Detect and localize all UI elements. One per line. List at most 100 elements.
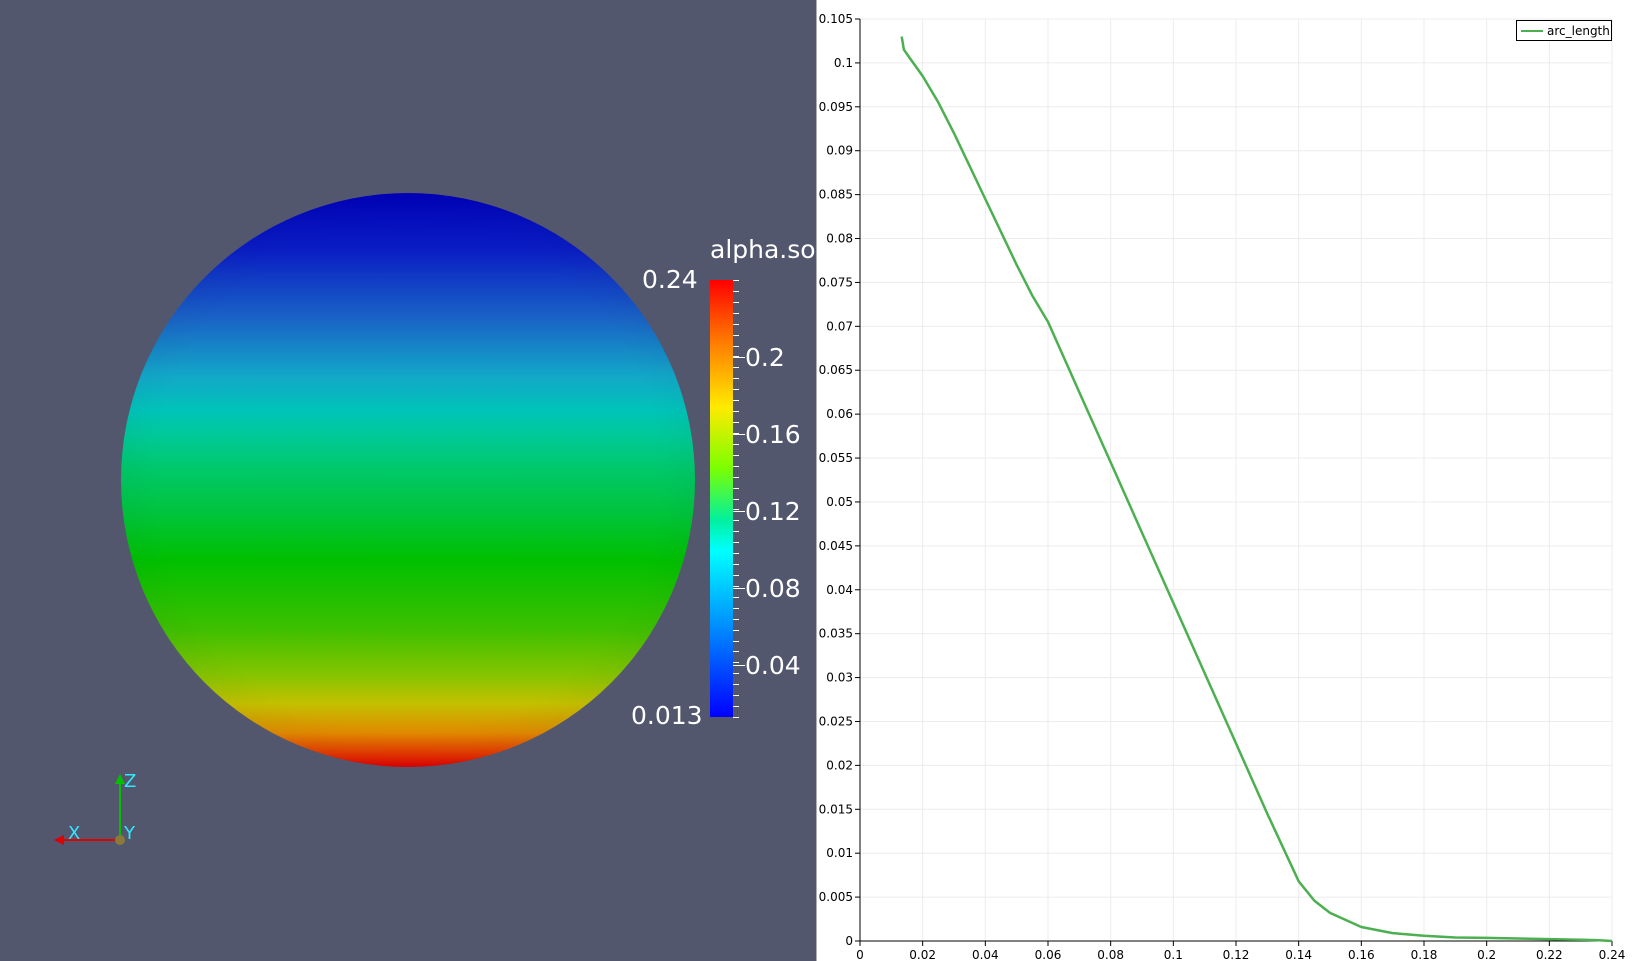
y-tick-label: 0.09: [826, 144, 853, 158]
colorbar-minor-tick: [733, 542, 739, 544]
y-tick-label: 0.03: [826, 671, 853, 685]
chart-axes: [855, 18, 1613, 946]
y-tick-label: 0.045: [819, 539, 853, 553]
colorbar-minor-tick: [733, 411, 739, 413]
y-tick-label: 0.05: [826, 495, 853, 509]
colorbar-minor-tick: [733, 509, 739, 511]
colorbar-minor-tick: [733, 378, 739, 380]
colorbar-minor-tick: [733, 345, 739, 347]
colorbar-minor-tick: [733, 629, 739, 631]
y-tick-label: 0.02: [826, 758, 853, 772]
chart-series: [900, 36, 1613, 943]
orientation-axes: X Y Z: [54, 771, 136, 845]
colorbar-minor-tick: [733, 334, 739, 336]
colorbar-major-tick: [733, 434, 745, 435]
view-divider[interactable]: [816, 0, 817, 961]
line-chart-view[interactable]: 0 0.02 0.04 0.06 0.08 0.1 0.12 0.14 0.16 0.18 0.2 0…: [817, 0, 1632, 961]
colorbar-minor-tick: [733, 400, 739, 402]
colorbar-minor-tick: [733, 706, 739, 708]
colorbar-minor-tick: [733, 301, 739, 303]
y-tick-label: 0.08: [826, 232, 853, 246]
chart-grid: [859, 18, 1613, 942]
y-tick-label: 0.025: [819, 714, 853, 728]
x-tick-label: 0.16: [1348, 948, 1375, 961]
colorbar-major-tick: [733, 588, 745, 590]
colorbar-minor-tick: [733, 520, 739, 522]
colorbar-tick-label: 0.04: [745, 651, 801, 681]
y-tick-label: 0: [845, 934, 853, 948]
y-tick-label: 0.1: [834, 56, 853, 70]
colorbar-minor-tick: [733, 684, 739, 686]
colorbar-minor-tick: [733, 618, 739, 620]
colorbar-min-label: 0.013: [631, 701, 703, 730]
colorbar-minor-tick: [733, 564, 739, 566]
colorbar-major-tick: [733, 511, 745, 512]
line-chart: 0 0.02 0.04 0.06 0.08 0.1 0.12 0.14 0.16 0.18 0.2 0…: [819, 12, 1626, 961]
colorbar-minor-tick: [733, 280, 739, 281]
y-tick-label: 0.055: [819, 451, 853, 465]
colorbar-minor-tick: [733, 607, 739, 609]
colorbar-minor-tick: [733, 717, 739, 718]
colorbar-minor-tick: [733, 454, 739, 456]
colorbar-tick-label: 0.12: [745, 497, 801, 526]
colorbar-minor-tick: [733, 389, 739, 391]
colorbar-tick-label: 0.2: [745, 343, 785, 372]
y-tick-label: 0.075: [819, 275, 853, 289]
colorbar-minor-tick: [733, 465, 739, 467]
y-axis-label: Y: [123, 823, 136, 844]
y-tick-label: 0.005: [819, 890, 853, 904]
y-tick-label: 0.085: [819, 188, 853, 202]
y-tick-label: 0.04: [826, 583, 853, 597]
colorbar-minor-tick: [733, 651, 739, 653]
colorbar: [710, 280, 733, 717]
x-tick-label: 0.22: [1536, 948, 1563, 961]
sphere-surface[interactable]: [121, 193, 695, 767]
colorbar-minor-tick: [733, 574, 739, 576]
x-tick-label: 0.02: [909, 948, 936, 961]
colorbar-major-tick: [733, 665, 745, 667]
x-axis-arrow: [54, 835, 64, 845]
y-axis-marker: [115, 835, 125, 845]
colorbar-minor-tick: [733, 695, 739, 697]
z-axis-arrow: [115, 774, 125, 784]
y-tick-label: 0.065: [819, 363, 853, 377]
x-tick-label: 0.1: [1164, 948, 1183, 961]
y-tick-label: 0.06: [826, 407, 853, 421]
x-tick-label: 0.08: [1097, 948, 1124, 961]
y-tick-label: 0.015: [819, 802, 853, 816]
y-tick-label: 0.035: [819, 627, 853, 641]
colorbar-minor-tick: [733, 312, 739, 314]
colorbar-minor-tick: [733, 531, 739, 533]
colorbar-title: alpha.so: [710, 235, 816, 264]
y-tick-label: 0.095: [819, 100, 853, 114]
colorbar-max-label: 0.24: [642, 265, 698, 294]
colorbar-minor-tick: [733, 585, 739, 587]
x-tick-label: 0.12: [1223, 948, 1250, 961]
colorbar-minor-tick: [733, 596, 739, 598]
colorbar-minor-tick: [733, 673, 739, 675]
x-axis-label: X: [68, 823, 80, 844]
colorbar-minor-tick: [733, 356, 739, 358]
colorbar-major-tick: [733, 357, 745, 358]
colorbar-minor-tick: [733, 487, 739, 489]
x-tick-label: 0.04: [972, 948, 999, 961]
colorbar-minor-tick: [733, 476, 739, 478]
colorbar-minor-tick: [733, 422, 739, 424]
x-tick-label: 0.14: [1285, 948, 1312, 961]
legend-label-arc-length: arc_length: [1547, 24, 1610, 38]
colorbar-minor-tick: [733, 290, 739, 292]
series-line-arc-length[interactable]: [900, 36, 1613, 943]
y-tick-label: 0.105: [819, 12, 853, 26]
z-axis-label: Z: [124, 771, 136, 792]
colorbar-tick-label: 0.16: [745, 420, 801, 449]
legend-swatch-arc-length: [1521, 30, 1543, 32]
x-tick-label: 0.18: [1411, 948, 1438, 961]
colorbar-minor-tick: [733, 323, 739, 325]
chart-legend[interactable]: arc_length: [1516, 20, 1612, 41]
x-tick-label: 0.06: [1035, 948, 1062, 961]
chart-tick-labels: 0 0.02 0.04 0.06 0.08 0.1 0.12 0.14 0.16 0.18 0.2 0…: [819, 12, 1626, 961]
x-tick-label: 0.2: [1477, 948, 1496, 961]
colorbar-minor-tick: [733, 640, 739, 642]
render-view[interactable]: alpha.so 0.24 0.013 0.2 0.16 0.12 0.08 0.04 …: [0, 0, 817, 961]
colorbar-minor-tick: [733, 553, 739, 555]
